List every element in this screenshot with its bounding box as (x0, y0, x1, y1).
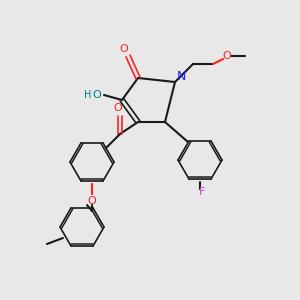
Text: O: O (223, 51, 231, 61)
Text: N: N (176, 70, 186, 83)
Text: O: O (120, 44, 128, 54)
Text: H: H (84, 90, 92, 100)
Text: O: O (93, 90, 101, 100)
Text: O: O (88, 196, 96, 206)
Text: O: O (114, 103, 122, 113)
Text: F: F (199, 187, 205, 197)
